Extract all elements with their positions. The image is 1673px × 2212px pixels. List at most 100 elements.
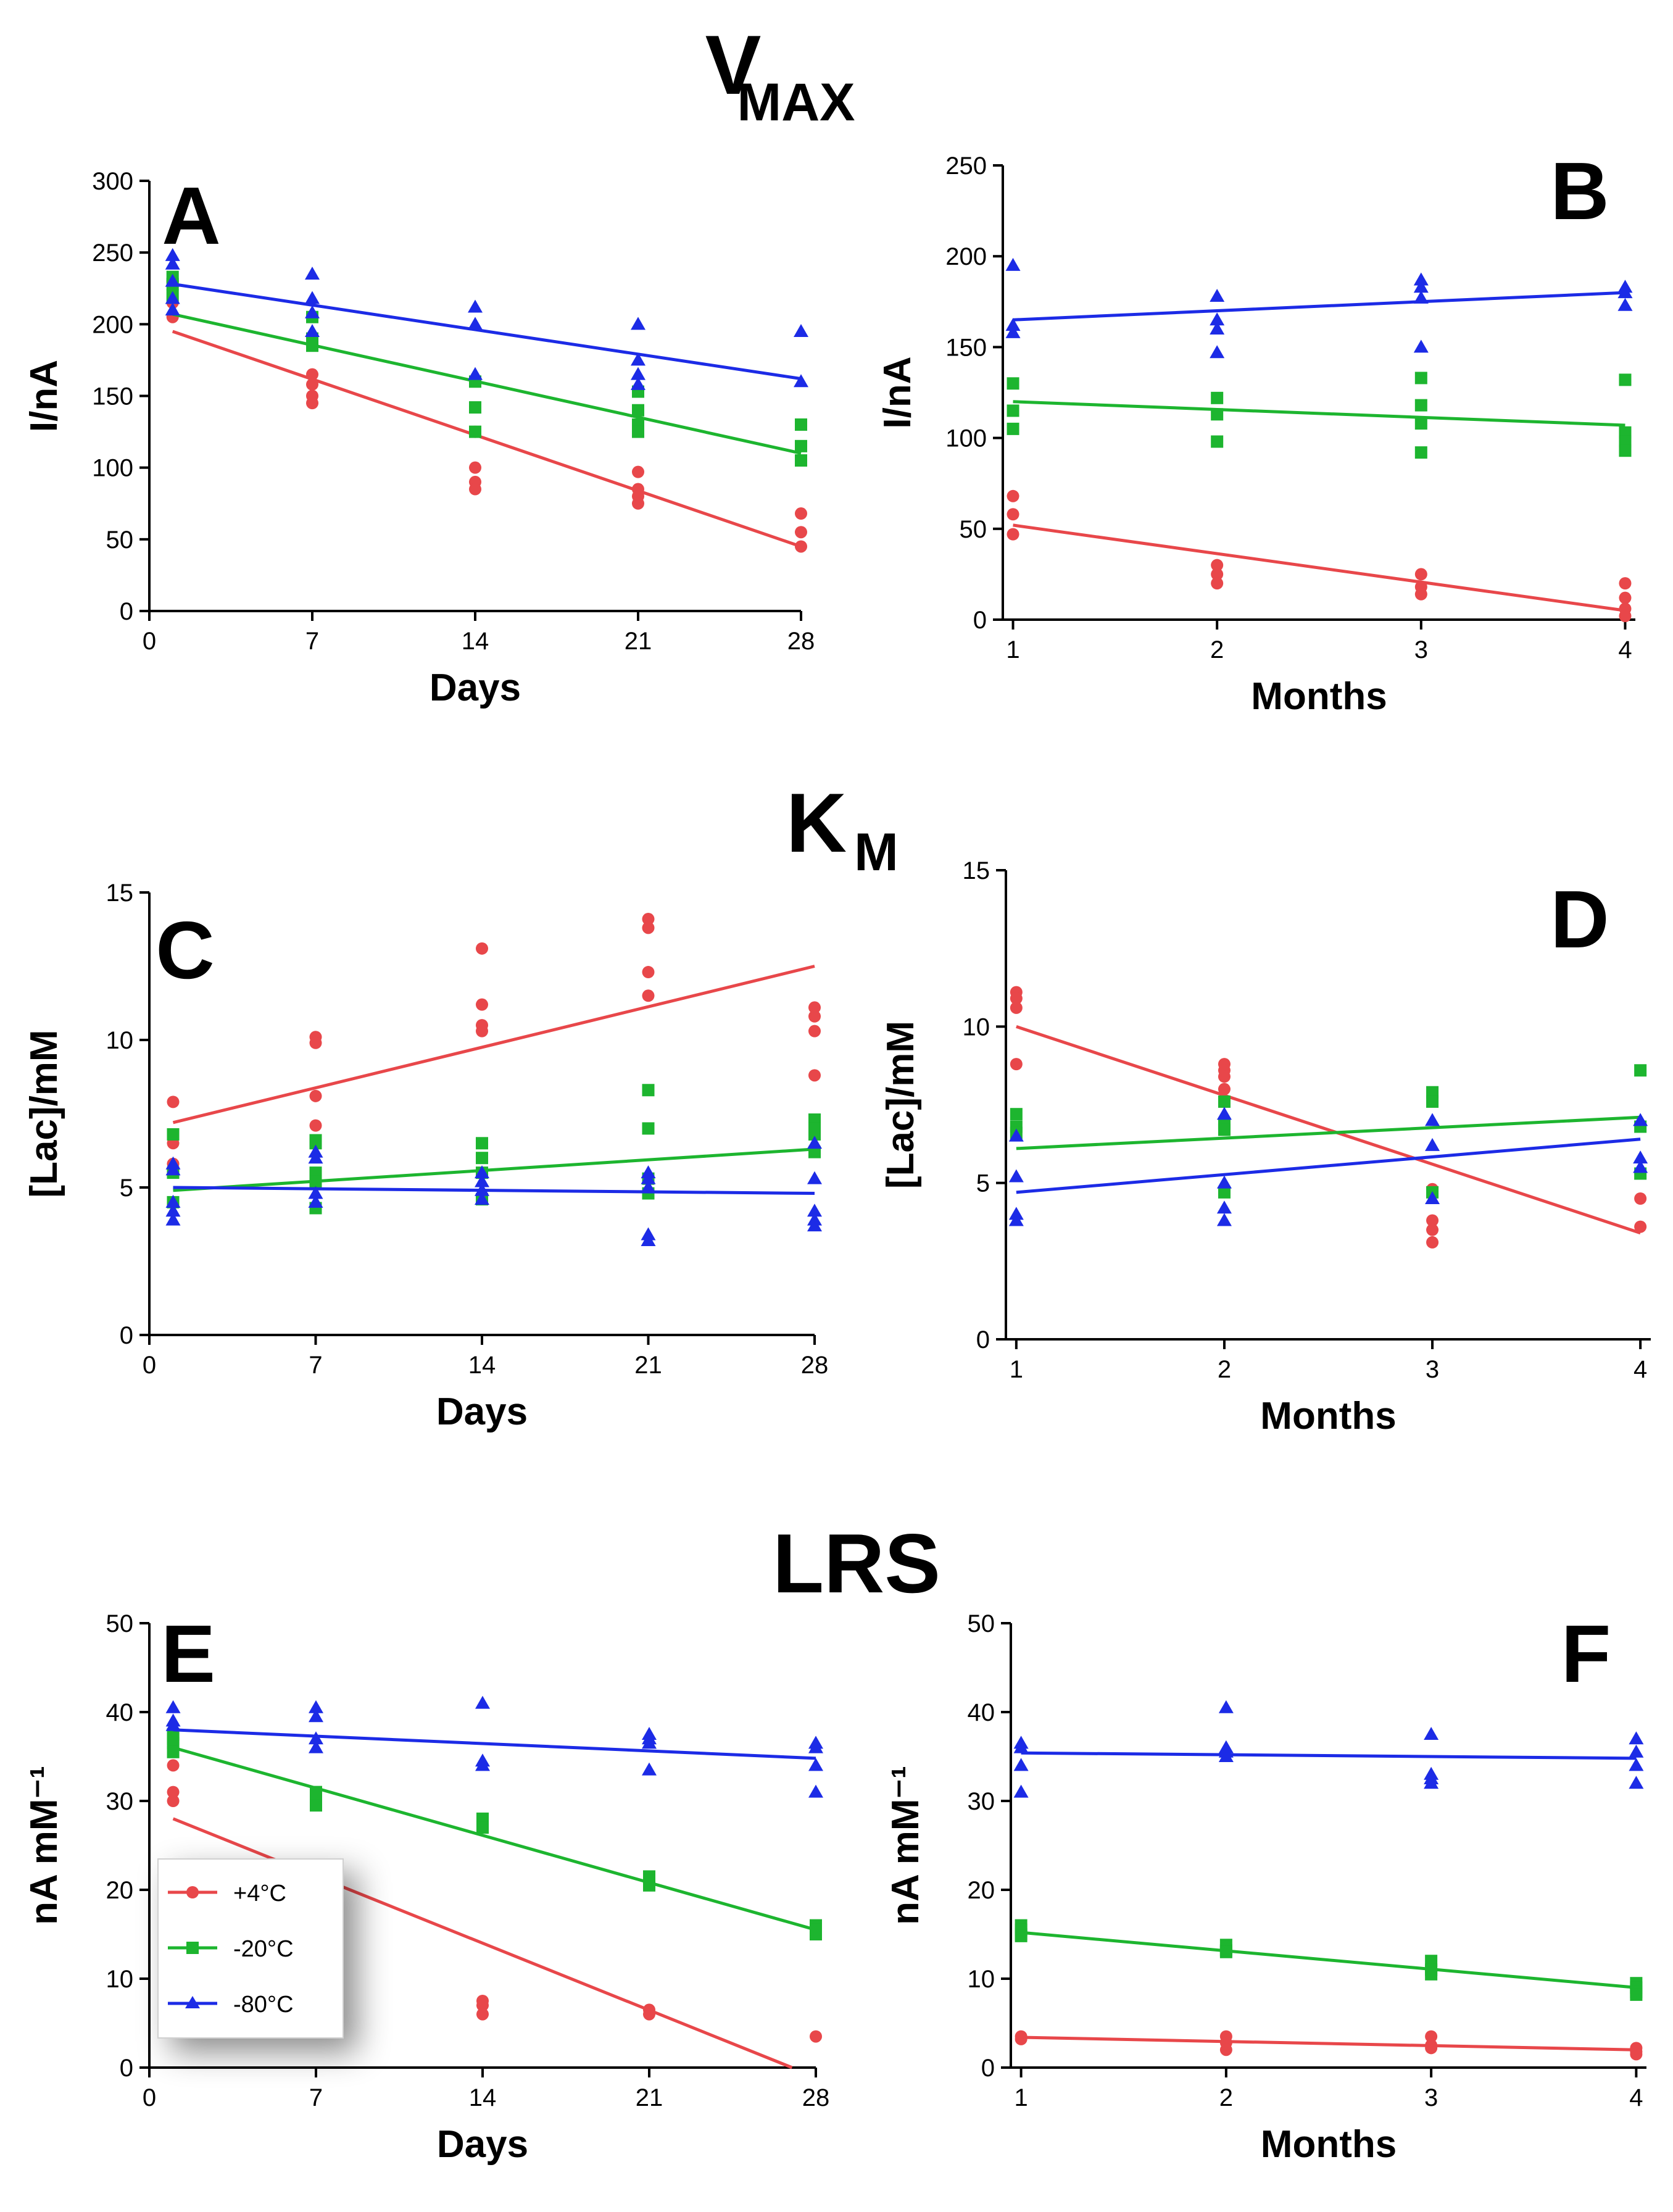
x-tick-label: 7 — [309, 2084, 323, 2111]
x-tick-label: 14 — [468, 1352, 496, 1379]
data-point — [1216, 1213, 1232, 1226]
series-triangle — [165, 1136, 822, 1247]
data-point — [165, 1162, 181, 1176]
data-point — [165, 247, 180, 261]
fit-line — [1016, 1115, 1641, 1150]
data-point — [1013, 1758, 1029, 1771]
data-point — [807, 1218, 822, 1232]
data-point — [1414, 372, 1427, 385]
data-point — [309, 1709, 323, 1723]
data-point — [1425, 1137, 1440, 1151]
data-point — [1629, 1758, 1644, 1771]
series-circle — [166, 275, 807, 553]
data-point — [1015, 2032, 1027, 2045]
data-point — [1426, 1086, 1439, 1099]
legend: +4°C -20°C -80°C — [157, 1858, 344, 2039]
data-point — [808, 1146, 821, 1158]
series-square — [167, 1084, 821, 1215]
data-point — [807, 1204, 822, 1217]
y-tick-label: 40 — [106, 1699, 134, 1726]
data-point — [1007, 422, 1019, 435]
data-point — [641, 1180, 656, 1193]
series-square — [166, 270, 807, 467]
data-point — [631, 317, 646, 330]
data-point — [1629, 1744, 1644, 1758]
data-point — [1424, 1776, 1439, 1789]
data-point — [167, 1128, 180, 1141]
series-circle — [1010, 986, 1647, 1249]
data-point — [309, 1700, 323, 1713]
legend-marker-triangle-icon — [185, 1996, 200, 2008]
data-point — [1413, 339, 1429, 353]
data-point — [475, 1758, 490, 1771]
data-point — [308, 1186, 323, 1199]
data-point — [1007, 404, 1019, 417]
x-tick-label: 28 — [802, 2084, 830, 2111]
data-point — [469, 425, 481, 438]
y-tick-label: 0 — [120, 1322, 133, 1349]
fit-line — [1016, 1137, 1641, 1194]
y-tick-label: 10 — [106, 1966, 134, 1993]
data-point — [1210, 288, 1225, 302]
section-title-lrs: LRS — [773, 1516, 940, 1610]
data-point — [468, 367, 483, 380]
data-point — [167, 1795, 180, 1807]
data-point — [165, 291, 180, 304]
data-point — [476, 1137, 488, 1150]
data-point — [475, 1183, 489, 1196]
fit-line — [172, 282, 802, 381]
data-point — [1425, 1191, 1440, 1204]
data-point — [167, 1786, 180, 1798]
data-point — [1211, 559, 1224, 572]
data-point — [808, 1128, 821, 1141]
data-point — [1619, 444, 1632, 457]
data-point — [1425, 2030, 1438, 2043]
data-point — [1629, 1731, 1644, 1745]
data-point — [1211, 391, 1224, 404]
data-point — [309, 1137, 322, 1150]
data-point — [642, 1084, 655, 1097]
legend-marker-square-icon — [186, 1942, 199, 1954]
legend-label-minus80: -80°C — [233, 1992, 294, 2018]
section-title-vmax: V — [705, 18, 762, 112]
y-tick-label: 50 — [106, 526, 134, 554]
data-point — [1424, 1727, 1439, 1740]
fit-line — [173, 1728, 816, 1760]
y-tick-label: 100 — [945, 425, 987, 452]
y-tick-label: 50 — [968, 1610, 995, 1637]
data-point — [1634, 1064, 1647, 1077]
series-square — [167, 1728, 822, 1940]
data-point — [1633, 1113, 1648, 1126]
data-point — [1426, 1095, 1439, 1108]
data-point — [475, 1695, 490, 1709]
x-axis-label: Months — [1261, 2123, 1397, 2166]
data-point — [1619, 577, 1632, 590]
data-point — [642, 1122, 655, 1135]
data-point — [476, 2008, 489, 2021]
data-point — [476, 1152, 488, 1165]
data-point — [631, 376, 646, 390]
panel-letter: E — [161, 1608, 215, 1699]
data-point — [808, 1001, 821, 1014]
data-point — [475, 1174, 489, 1187]
data-point — [632, 404, 644, 417]
data-point — [1426, 1236, 1439, 1249]
data-point — [1010, 992, 1023, 1005]
data-point — [1005, 257, 1021, 271]
y-tick-label: 50 — [960, 516, 987, 543]
data-point — [794, 374, 808, 388]
y-tick-label: 200 — [92, 311, 133, 338]
data-point — [808, 1758, 823, 1771]
data-point — [165, 256, 180, 270]
data-point — [642, 989, 655, 1002]
x-tick-label: 1 — [1014, 2084, 1027, 2111]
x-tick-label: 3 — [1414, 636, 1428, 663]
data-point — [641, 1233, 656, 1247]
data-point — [165, 302, 180, 316]
fit-line — [1021, 1931, 1637, 1989]
data-point — [1425, 1968, 1438, 1981]
y-axis-label: [Lac]/mM — [23, 1029, 65, 1197]
y-tick-label: 30 — [106, 1788, 134, 1815]
y-axis-label: nA mM⁻¹ — [23, 1766, 65, 1925]
